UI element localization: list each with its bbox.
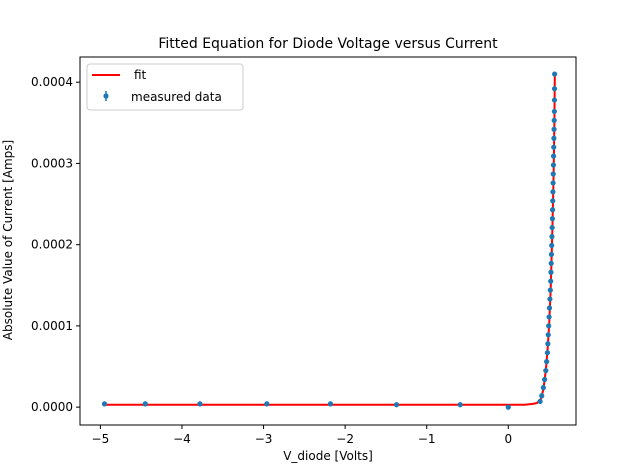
x-tick-label: −5: [92, 432, 110, 446]
data-point: [327, 401, 334, 407]
x-tick-label: 0: [504, 432, 512, 446]
data-point: [544, 359, 550, 365]
legend: fit measured data: [86, 63, 244, 111]
data-point: [457, 402, 463, 408]
data-point: [552, 71, 558, 77]
x-tick-label: −2: [336, 432, 354, 446]
chart-title: Fitted Equation for Diode Voltage versus…: [158, 36, 498, 52]
data-point: [547, 287, 553, 293]
data-point: [537, 398, 543, 405]
data-point: [551, 135, 557, 141]
data-point: [546, 314, 552, 320]
data-point: [548, 278, 554, 284]
data-point: [550, 189, 556, 195]
data-point: [539, 393, 545, 399]
data-point: [546, 305, 553, 311]
data-point: [543, 367, 549, 374]
axes-frame: [79, 56, 577, 426]
data-point: [549, 242, 555, 249]
data-point: [550, 153, 557, 159]
data-point: [551, 108, 557, 115]
y-tick-label: 0.0001: [31, 319, 73, 333]
data-point: [548, 251, 555, 258]
data-point: [541, 376, 548, 383]
data-point: [551, 86, 558, 92]
data-point: [393, 402, 400, 408]
data-point: [550, 162, 557, 168]
data-point: [549, 233, 555, 240]
data-point: [142, 401, 148, 407]
data-point: [505, 404, 511, 410]
data-point: [549, 207, 556, 213]
data-point: [548, 269, 554, 275]
data-point: [550, 180, 556, 186]
data-point: [545, 341, 551, 347]
axes: −5 −4 −3 −2 −1 0 0.0000 0.0001 0.0002 0.0003 0.000…: [31, 56, 577, 446]
x-axis-label: V_diode [Volts]: [283, 449, 373, 463]
data-point: [551, 126, 557, 132]
legend-data-label: measured data: [131, 90, 222, 104]
data-point: [545, 332, 551, 338]
data-point: [550, 198, 556, 204]
data-point: [550, 171, 556, 177]
data-point: [549, 224, 555, 231]
data-point: [551, 144, 557, 150]
y-tick-label: 0.0000: [31, 400, 73, 414]
data-point: [544, 350, 551, 356]
y-tick-label: 0.0002: [31, 238, 73, 252]
data-point: [546, 323, 552, 329]
data-point: [548, 260, 554, 266]
data-point: [264, 401, 270, 407]
legend-fit-label: fit: [134, 68, 147, 82]
y-tick-label: 0.0003: [31, 156, 73, 170]
data-point: [540, 385, 546, 391]
x-tick-label: −4: [173, 432, 191, 446]
data-point: [547, 296, 553, 302]
data-point: [197, 401, 203, 407]
y-axis-label: Absolute Value of Current [Amps]: [1, 140, 15, 340]
data-point: [549, 216, 556, 222]
plot-area: [101, 71, 558, 410]
data-point: [551, 97, 558, 103]
data-point: [101, 401, 108, 407]
legend-box: [86, 63, 244, 111]
legend-data-marker: [103, 93, 109, 99]
x-tick-label: −1: [418, 432, 436, 446]
data-point: [551, 117, 557, 123]
y-tick-label: 0.0004: [31, 75, 73, 89]
x-tick-label: −3: [255, 432, 273, 446]
